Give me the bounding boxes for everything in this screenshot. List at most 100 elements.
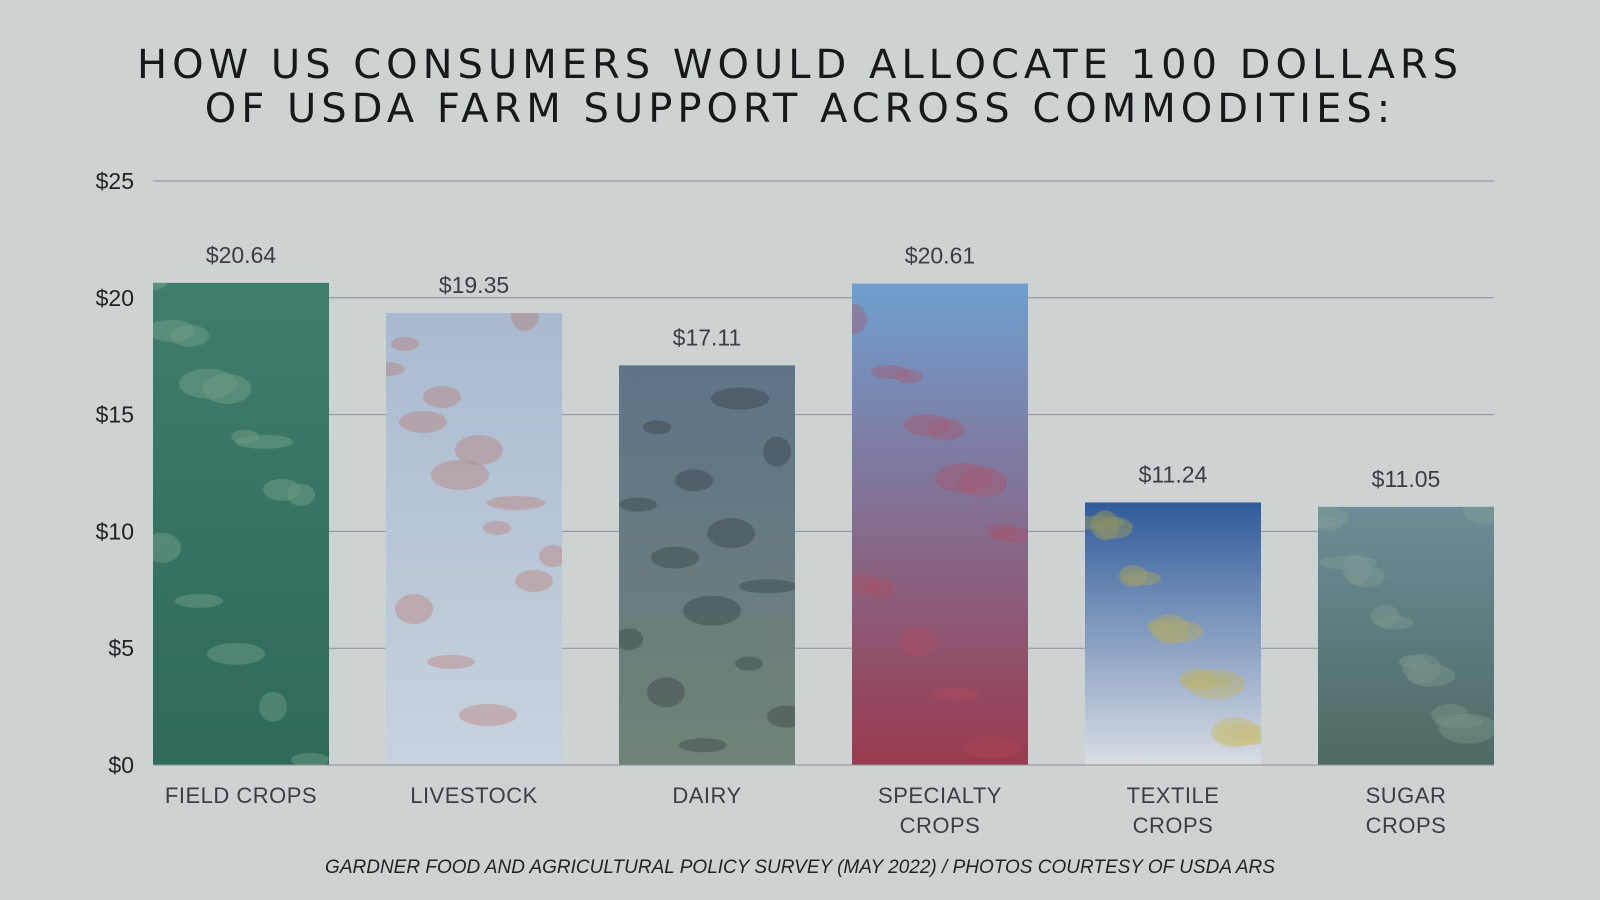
- texture-mark: [1435, 714, 1483, 729]
- bar-texture: [619, 387, 795, 753]
- texture-mark: [739, 579, 795, 594]
- bar-texture: [153, 282, 329, 765]
- texture-mark: [511, 312, 539, 331]
- y-tick-label: $10: [96, 518, 134, 544]
- texture-mark: [1091, 510, 1119, 541]
- chart-title-line-1: HOW US CONSUMERS WOULD ALLOCATE 100 DOLL…: [137, 42, 1463, 88]
- texture-mark: [175, 593, 223, 608]
- texture-mark: [287, 483, 315, 506]
- texture-mark: [707, 518, 755, 549]
- texture-mark: [619, 628, 643, 651]
- texture-mark: [153, 282, 167, 290]
- texture-mark: [735, 656, 763, 671]
- texture-mark: [291, 752, 329, 765]
- texture-mark: [153, 532, 181, 563]
- value-label: $19.35: [439, 272, 509, 298]
- bar: [386, 312, 562, 765]
- bar-texture: [1318, 506, 1494, 744]
- texture-mark: [1095, 516, 1133, 539]
- texture-mark: [153, 319, 195, 342]
- texture-mark: [1151, 613, 1189, 644]
- texture-mark: [1343, 554, 1371, 585]
- texture-mark: [675, 469, 713, 492]
- category-label: CROPS: [1366, 813, 1447, 838]
- bar: [1318, 506, 1494, 765]
- bar: [852, 283, 1028, 765]
- texture-mark: [455, 434, 503, 465]
- texture-mark: [1183, 674, 1231, 689]
- texture-mark: [867, 577, 895, 600]
- value-label: $20.61: [905, 243, 975, 269]
- texture-mark: [852, 304, 867, 335]
- texture-mark: [515, 569, 553, 592]
- texture-mark: [207, 642, 265, 665]
- texture-mark: [1439, 713, 1494, 744]
- source-footer: GARDNER FOOD AND AGRICULTURAL POLICY SUR…: [325, 857, 1275, 878]
- texture-mark: [1399, 654, 1427, 669]
- bar-rice-plants-photo: [153, 282, 329, 765]
- texture-mark: [1179, 668, 1217, 691]
- texture-mark: [987, 524, 1015, 539]
- texture-mark: [959, 467, 1007, 498]
- bar: [153, 282, 329, 765]
- bar-texture: [386, 312, 562, 726]
- texture-mark: [1239, 730, 1261, 745]
- y-tick-label: $20: [96, 285, 134, 311]
- texture-mark: [483, 520, 511, 535]
- value-label: $20.64: [206, 242, 277, 268]
- texture-mark: [395, 593, 433, 624]
- texture-mark: [1463, 506, 1494, 525]
- bar-cranberry-harvest-photo: [852, 283, 1028, 765]
- texture-mark: [1215, 723, 1261, 746]
- bar-turkeys-photo: [386, 312, 562, 765]
- bar-cotton-harvest-photo: [1085, 502, 1261, 765]
- texture-mark: [1375, 615, 1413, 630]
- category-label: CROPS: [900, 813, 981, 838]
- texture-mark: [991, 528, 1028, 543]
- texture-mark: [643, 420, 671, 435]
- texture-mark: [231, 429, 259, 444]
- texture-mark: [1407, 664, 1455, 687]
- bar-texture: [1085, 510, 1261, 748]
- bar-texture: [852, 304, 1028, 759]
- texture-mark: [1371, 604, 1399, 627]
- texture-mark: [423, 385, 461, 408]
- category-label: FIELD CROPS: [165, 783, 317, 808]
- texture-mark: [963, 736, 1021, 759]
- texture-mark: [171, 324, 209, 347]
- y-tick-label: $5: [108, 635, 134, 661]
- y-tick-label: $25: [96, 168, 134, 194]
- texture-mark: [1155, 620, 1203, 643]
- bar: [1085, 502, 1261, 765]
- category-label: TEXTILE: [1127, 783, 1220, 808]
- category-label: CROPS: [1133, 813, 1214, 838]
- texture-mark: [679, 738, 727, 753]
- texture-mark: [903, 414, 951, 437]
- bar-sugarcane-photo: [1318, 506, 1494, 765]
- texture-mark: [391, 336, 419, 351]
- texture-mark: [1187, 669, 1245, 700]
- category-label: SUGAR: [1366, 783, 1447, 808]
- texture-mark: [1085, 515, 1125, 530]
- texture-mark: [1431, 703, 1469, 726]
- texture-mark: [1347, 565, 1385, 588]
- texture-mark: [487, 495, 545, 510]
- texture-mark: [651, 546, 699, 569]
- category-label: DAIRY: [672, 783, 741, 808]
- texture-mark: [763, 436, 791, 467]
- texture-mark: [1211, 717, 1259, 748]
- category-label: LIVESTOCK: [410, 783, 538, 808]
- texture-mark: [263, 478, 301, 501]
- texture-mark: [935, 463, 993, 494]
- texture-mark: [895, 369, 923, 384]
- bar-dairy-cows-photo: [619, 365, 795, 765]
- texture-mark: [1318, 516, 1343, 531]
- texture-mark: [931, 687, 979, 702]
- texture-mark: [1318, 506, 1349, 528]
- texture-mark: [852, 573, 881, 596]
- texture-mark: [927, 418, 965, 441]
- texture-mark: [539, 544, 562, 567]
- texture-mark: [647, 677, 685, 708]
